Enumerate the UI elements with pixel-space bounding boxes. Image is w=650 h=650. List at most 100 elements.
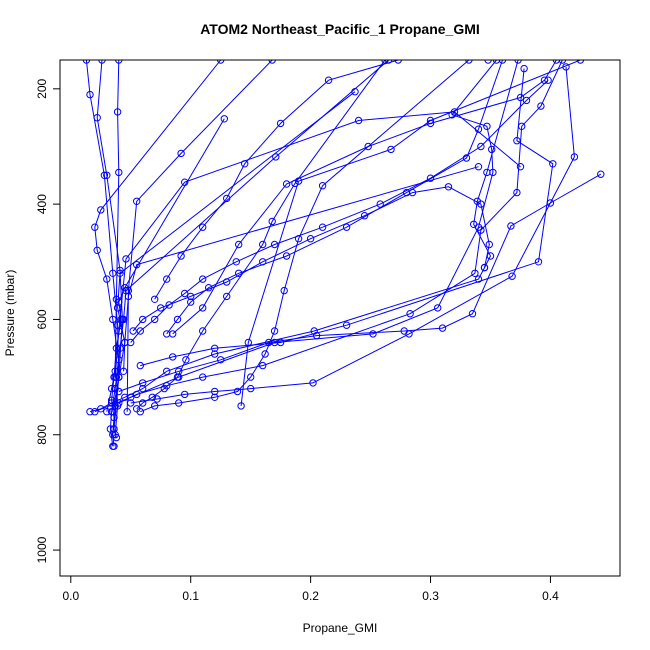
- data-point: [163, 367, 171, 375]
- profile-series: [129, 183, 493, 335]
- data-point: [115, 399, 123, 407]
- data-point: [241, 160, 249, 168]
- data-point: [199, 304, 207, 312]
- data-point: [576, 60, 585, 64]
- data-point: [173, 373, 182, 381]
- data-point: [199, 327, 207, 335]
- data-point: [558, 60, 567, 64]
- x-tick-label: 0.4: [542, 589, 559, 603]
- data-point: [199, 223, 207, 231]
- data-point: [111, 373, 119, 381]
- profile-series: [237, 60, 585, 410]
- data-point: [211, 393, 219, 401]
- data-point: [177, 149, 185, 158]
- data-point: [115, 168, 123, 177]
- data-point: [514, 60, 522, 64]
- data-point: [122, 255, 130, 263]
- data-point: [133, 261, 141, 269]
- series-line: [136, 60, 386, 410]
- data-point: [259, 361, 267, 370]
- data-point: [237, 402, 245, 410]
- data-point: [181, 289, 189, 298]
- data-point: [477, 200, 485, 208]
- series-line: [94, 60, 497, 413]
- y-axis-label: Pressure (mbar): [3, 270, 17, 357]
- data-point: [139, 315, 147, 324]
- data-point: [86, 90, 94, 99]
- series-line: [106, 60, 120, 412]
- data-point: [342, 223, 351, 231]
- y-tick-label: 200: [35, 78, 49, 98]
- data-point: [93, 246, 101, 255]
- data-point: [276, 338, 285, 347]
- data-point: [136, 408, 145, 416]
- data-point: [163, 330, 171, 338]
- data-point: [223, 278, 231, 286]
- data-point: [112, 295, 121, 303]
- data-point: [291, 179, 299, 188]
- data-point: [160, 384, 169, 393]
- data-point: [544, 76, 552, 84]
- data-point: [217, 356, 225, 364]
- data-point: [408, 188, 417, 197]
- data-point: [103, 275, 111, 283]
- data-point: [211, 350, 219, 358]
- data-point: [468, 310, 477, 318]
- data-point: [118, 315, 127, 324]
- data-point: [151, 402, 159, 410]
- data-point: [312, 331, 321, 340]
- data-point: [324, 76, 333, 84]
- data-point: [534, 258, 543, 266]
- data-point: [282, 252, 291, 260]
- data-point: [115, 387, 123, 396]
- data-point: [110, 425, 118, 433]
- y-tick-label: 600: [35, 309, 49, 329]
- data-point: [520, 64, 528, 73]
- data-point: [107, 384, 116, 393]
- profile-series: [127, 76, 552, 347]
- data-point: [546, 199, 555, 207]
- data-point: [309, 379, 317, 387]
- data-point: [199, 373, 207, 381]
- data-point: [98, 60, 106, 64]
- data-point: [244, 338, 253, 347]
- profile-series: [133, 60, 389, 413]
- data-point: [508, 272, 516, 280]
- data-point: [483, 122, 491, 131]
- data-point: [522, 96, 531, 105]
- data-point: [318, 223, 327, 231]
- data-point: [434, 304, 442, 312]
- data-point: [100, 171, 109, 180]
- series-layer: [82, 60, 605, 450]
- y-tick-label: 1000: [35, 536, 49, 563]
- data-point: [175, 399, 183, 407]
- data-point: [182, 356, 190, 364]
- data-point: [86, 408, 94, 416]
- data-point: [360, 212, 369, 220]
- data-point: [223, 292, 231, 301]
- series-line: [140, 60, 470, 413]
- y-tick-label: 400: [35, 194, 49, 214]
- data-point: [516, 93, 525, 102]
- profile-series: [115, 170, 605, 396]
- data-point: [306, 235, 315, 243]
- data-point: [444, 183, 453, 191]
- data-point: [259, 240, 267, 249]
- data-point: [173, 315, 182, 324]
- series-line: [140, 68, 554, 367]
- x-axis: 0.0 0.1 0.2 0.3 0.4: [62, 576, 559, 603]
- x-tick-label: 0.2: [302, 589, 319, 603]
- data-point: [136, 361, 145, 370]
- series-line: [240, 60, 581, 406]
- data-point: [387, 145, 395, 154]
- data-point: [111, 431, 119, 439]
- series-line: [126, 60, 273, 412]
- data-point: [400, 327, 408, 335]
- data-point: [91, 408, 99, 416]
- data-point: [129, 327, 137, 335]
- profile-series: [136, 60, 473, 416]
- profile-series: [151, 60, 492, 303]
- data-point: [474, 125, 483, 133]
- data-point: [127, 393, 135, 401]
